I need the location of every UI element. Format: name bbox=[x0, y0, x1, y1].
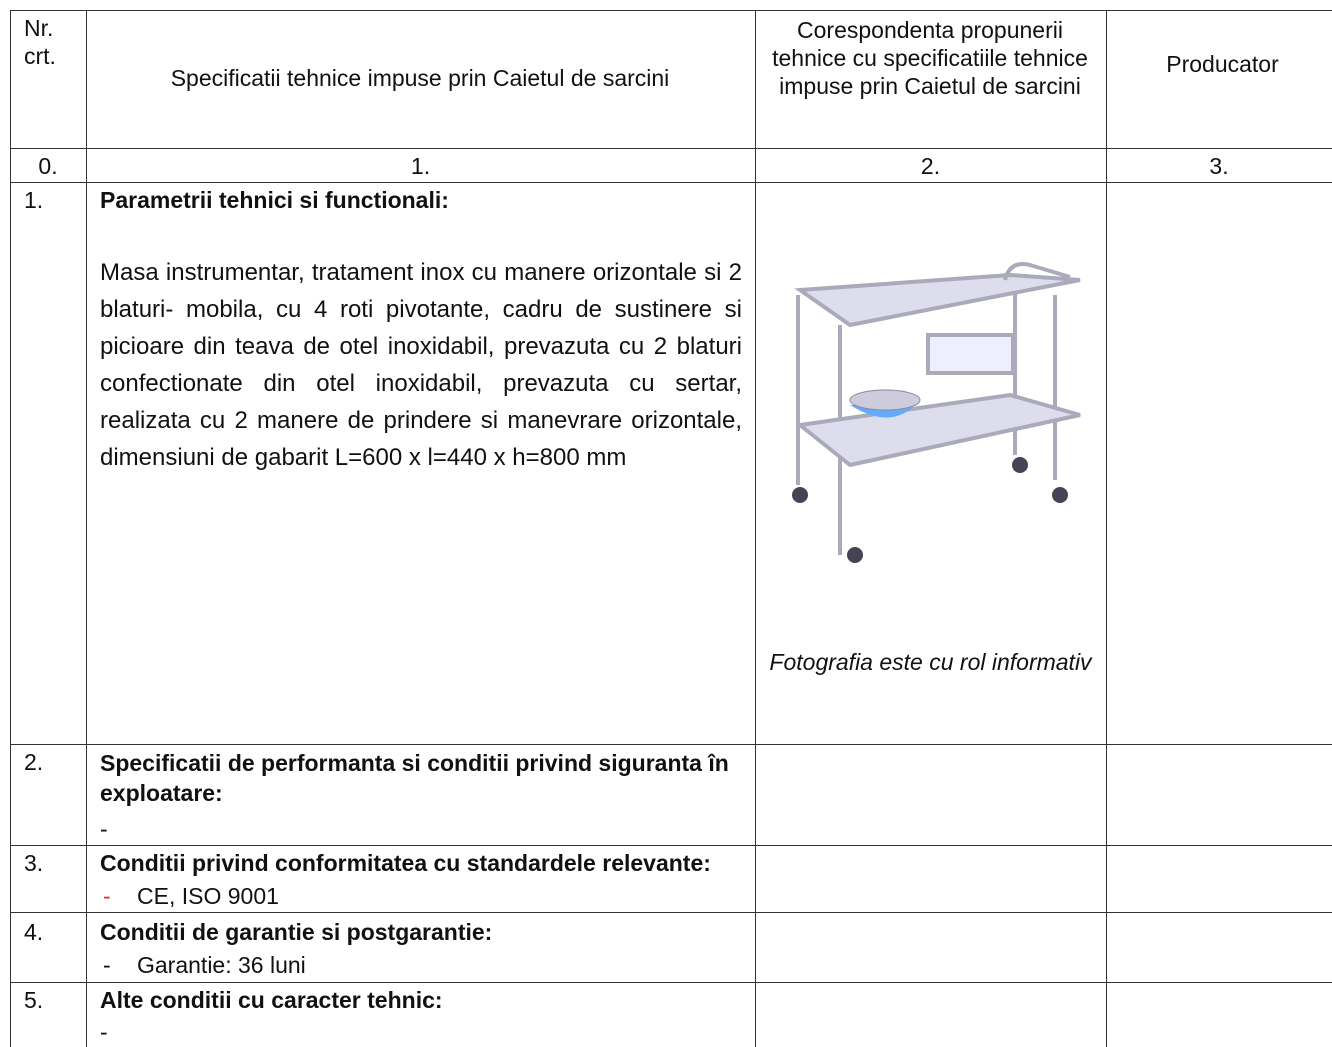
row-title: Conditii privind conformitatea cu standa… bbox=[100, 850, 711, 876]
bullet: - bbox=[100, 1019, 108, 1045]
rule bbox=[10, 182, 1332, 183]
list-item: Garantie: 36 luni bbox=[137, 952, 306, 978]
number-cell: 2. bbox=[920, 153, 941, 179]
header-cell: Corespondenta propunerii tehnice cu spec… bbox=[772, 17, 1088, 99]
row-number: 2. bbox=[24, 749, 44, 775]
bullet: - bbox=[100, 816, 108, 842]
number-cell: 1. bbox=[410, 153, 431, 179]
photo-caption: Fotografia este cu rol informativ bbox=[769, 649, 1092, 675]
number-cell: 3. bbox=[1209, 153, 1229, 179]
bullet: - bbox=[103, 952, 111, 978]
header-cell: Producator bbox=[1166, 51, 1279, 77]
row-number: 3. bbox=[24, 850, 44, 876]
bullet: - bbox=[103, 883, 111, 909]
row-title: Parametrii tehnici si functionali: bbox=[100, 187, 449, 213]
rule bbox=[10, 148, 1332, 149]
row-text: Masa instrumentar, tratament inox cu man… bbox=[100, 259, 742, 471]
header-cell: Nr. crt. bbox=[24, 15, 56, 69]
row-title: Alte conditii cu caracter tehnic: bbox=[100, 987, 443, 1013]
rule bbox=[10, 744, 1332, 745]
row-number: 4. bbox=[24, 919, 44, 945]
rule bbox=[86, 10, 87, 1047]
row-title: Specificatii de performanta si conditii … bbox=[100, 750, 729, 806]
list-item: CE, ISO 9001 bbox=[137, 883, 279, 909]
rule bbox=[1106, 10, 1107, 1047]
rule bbox=[10, 982, 1332, 983]
row-number: 5. bbox=[24, 987, 44, 1013]
rule bbox=[10, 845, 1332, 846]
rule bbox=[10, 10, 1332, 11]
product-photo bbox=[792, 262, 1081, 563]
row-number: 1. bbox=[24, 187, 44, 213]
rule bbox=[755, 10, 756, 1047]
row-title: Conditii de garantie si postgarantie: bbox=[100, 919, 493, 945]
number-cell: 0. bbox=[38, 153, 58, 179]
rule bbox=[10, 912, 1332, 913]
rule bbox=[10, 10, 11, 1047]
header-cell: Specificatii tehnice impuse prin Caietul… bbox=[170, 65, 670, 91]
